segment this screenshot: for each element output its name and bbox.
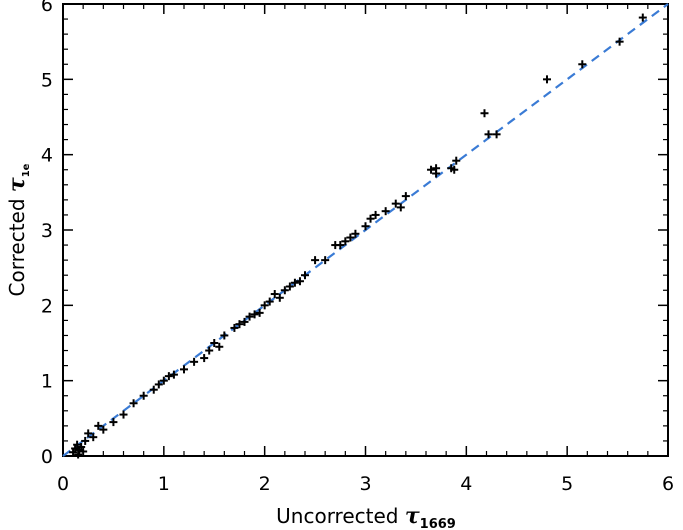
data-point: [366, 214, 375, 223]
data-point: [480, 109, 489, 118]
x-axis-title-symbol: τ: [405, 503, 420, 529]
data-point: [89, 433, 98, 442]
data-point: [190, 357, 199, 366]
data-point: [381, 207, 390, 216]
data-point: [255, 308, 264, 317]
data-point: [265, 297, 274, 306]
data-point: [396, 203, 405, 212]
data-point: [371, 210, 380, 219]
data-point: [79, 447, 88, 456]
data-point: [285, 282, 294, 291]
data-point: [492, 130, 501, 139]
data-point: [169, 370, 178, 379]
data-point: [235, 320, 244, 329]
data-point: [149, 385, 158, 394]
data-point: [484, 130, 493, 139]
x-tick-label: 6: [662, 473, 674, 495]
tick-labels: 0 1 2 3 4 5 6 0 1 2 3 4 5 6: [41, 0, 674, 495]
data-point: [260, 301, 269, 310]
x-tick-label: 1: [158, 473, 170, 495]
x-tick-label: 5: [561, 473, 573, 495]
data-point: [275, 293, 284, 302]
x-tick-label: 0: [57, 473, 69, 495]
data-point: [81, 436, 90, 445]
data-point: [129, 399, 138, 408]
data-point: [230, 323, 239, 332]
data-point: [139, 391, 148, 400]
data-point: [336, 241, 345, 250]
x-axis-title: Uncorrected τ1669: [276, 503, 456, 530]
y-axis-title-prefix: Corrected: [5, 192, 29, 296]
x-tick-label: 2: [259, 473, 271, 495]
data-point: [280, 286, 289, 295]
data-point: [180, 365, 188, 374]
data-point: [452, 156, 461, 165]
data-point: [210, 339, 219, 347]
data-point: [200, 354, 209, 363]
y-axis-title: Corrected τ1e: [4, 163, 32, 296]
data-point: [77, 442, 86, 451]
x-axis-title-subscript: 1669: [420, 517, 456, 530]
data-point: [321, 256, 330, 265]
data-point: [450, 165, 459, 174]
y-tick-label: 1: [41, 371, 53, 393]
data-point: [341, 237, 350, 246]
data-point: [578, 60, 587, 69]
data-point: [74, 450, 83, 459]
data-point: [427, 165, 436, 174]
data-point: [220, 331, 229, 340]
y-tick-label: 3: [41, 220, 53, 242]
data-point: [295, 277, 304, 286]
x-axis-title-prefix: Uncorrected: [276, 504, 405, 528]
data-point: [270, 290, 279, 299]
data-point: [73, 440, 82, 449]
data-point: [391, 199, 400, 208]
data-point: [290, 278, 299, 287]
data-point: [205, 346, 214, 355]
data-point: [99, 425, 108, 434]
data-point: [94, 421, 103, 430]
y-axis-title-subscript: 1e: [21, 163, 32, 177]
y-tick-label: 4: [41, 145, 53, 167]
y-tick-label: 5: [41, 69, 53, 91]
data-point: [250, 310, 259, 319]
data-point: [543, 75, 551, 84]
data-point: [638, 13, 647, 22]
data-point: [240, 317, 249, 326]
data-point: [401, 192, 410, 201]
x-tick-label: 3: [359, 473, 371, 495]
y-tick-label: 2: [41, 295, 53, 317]
data-point: [84, 429, 93, 438]
data-point: [215, 342, 224, 351]
data-point: [311, 256, 320, 265]
data-point: [109, 418, 118, 427]
x-tick-label: 4: [460, 473, 472, 495]
y-tick-label: 0: [41, 446, 53, 468]
y-axis-title-symbol: τ: [4, 177, 30, 192]
data-point: [361, 222, 370, 231]
data-point: [164, 372, 173, 381]
data-point: [301, 271, 309, 280]
data-point: [159, 376, 168, 385]
data-point: [154, 380, 163, 389]
axis-ticks: [62, 3, 669, 457]
data-point: [351, 229, 360, 238]
data-point: [615, 37, 624, 46]
data-points: [69, 13, 647, 459]
data-point: [432, 164, 441, 173]
data-point: [245, 312, 254, 321]
data-point: [346, 233, 355, 242]
y-tick-label: 6: [41, 0, 53, 16]
data-point: [119, 410, 128, 419]
